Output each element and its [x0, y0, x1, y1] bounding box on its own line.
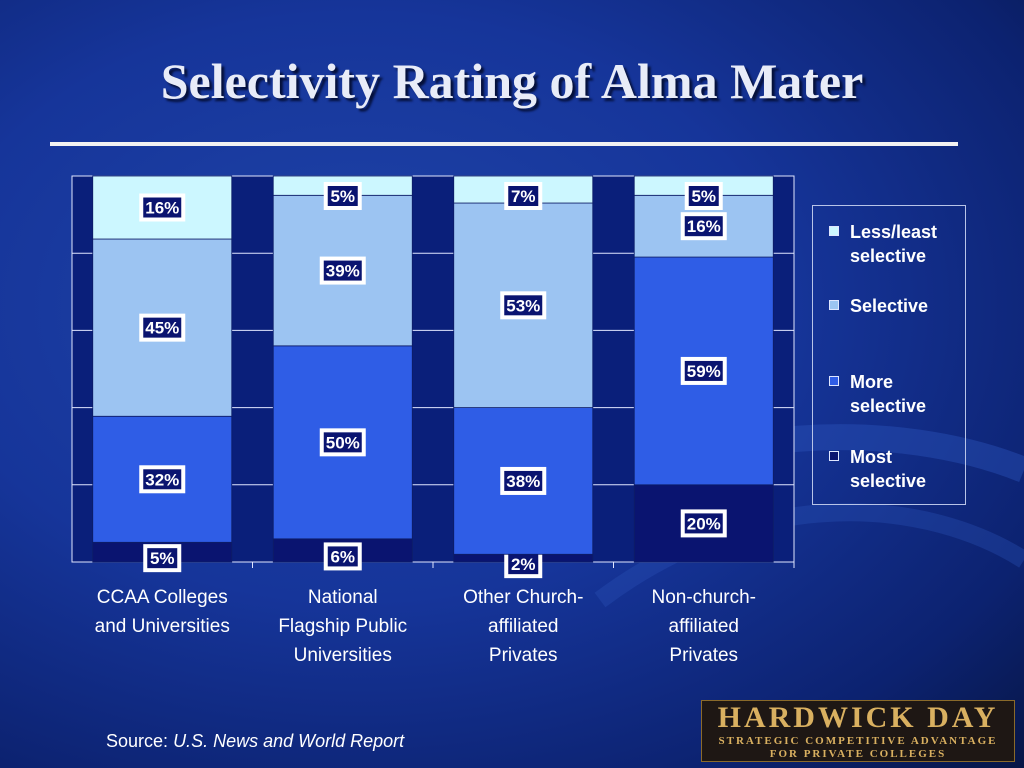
- logo-tagline: FOR PRIVATE COLLEGES: [769, 748, 947, 760]
- data-label-box: [147, 548, 178, 569]
- slide-title: Selectivity Rating of Alma Mater: [160, 53, 864, 109]
- legend-line: Most: [850, 447, 892, 467]
- legend-line: Less/least: [850, 222, 938, 242]
- x-tick-label: Universities: [294, 645, 392, 666]
- x-tick-label: affiliated: [488, 616, 558, 637]
- hardwick-day-logo: HARDWICK DAY STRATEGIC COMPETITIVE ADVAN…: [701, 700, 1015, 762]
- data-label-box: [508, 554, 539, 575]
- legend-label: Less/least selective: [850, 220, 965, 268]
- data-label: 16%: [687, 217, 721, 236]
- data-label-box: [684, 513, 723, 534]
- data-label: 2%: [511, 555, 536, 574]
- data-label: 7%: [511, 187, 536, 206]
- x-tick-label: Privates: [669, 645, 738, 666]
- x-tick-label: and Universities: [95, 616, 230, 637]
- data-label-box: [684, 216, 723, 237]
- data-label: 32%: [145, 470, 179, 489]
- source-prefix: Source:: [106, 731, 169, 751]
- data-label: 5%: [150, 549, 175, 568]
- data-label: 39%: [326, 262, 360, 281]
- data-label-box: [143, 469, 182, 490]
- legend-label: Selective: [850, 294, 965, 318]
- legend-label: Most selective: [850, 445, 965, 493]
- data-label-box: [504, 295, 543, 316]
- data-label-box: [688, 186, 719, 206]
- data-label: 6%: [330, 547, 355, 566]
- legend-line: Selective: [850, 296, 929, 316]
- data-label-box: [327, 546, 358, 567]
- legend-line: selective: [850, 396, 927, 416]
- data-label: 53%: [506, 296, 540, 315]
- legend-line: selective: [850, 246, 927, 266]
- data-label: 20%: [687, 514, 721, 533]
- chart-legend: Less/least selective Selective More sele…: [812, 205, 966, 505]
- data-label: 38%: [506, 472, 540, 491]
- x-tick-label: National: [308, 587, 378, 608]
- data-label-box: [323, 432, 362, 453]
- legend-swatch: [829, 300, 839, 310]
- x-tick-label: Non-church-: [651, 587, 756, 608]
- data-label: 16%: [145, 199, 179, 218]
- data-label-box: [327, 186, 358, 206]
- data-label-box: [508, 186, 539, 206]
- x-tick-label: Flagship Public: [278, 616, 407, 637]
- data-label: 5%: [330, 187, 355, 206]
- legend-line: selective: [850, 471, 927, 491]
- x-tick-label: CCAA Colleges: [97, 587, 228, 608]
- data-label-box: [684, 360, 723, 381]
- title-divider: [50, 142, 958, 146]
- legend-swatch: [829, 226, 839, 236]
- logo-wordmark: HARDWICK DAY: [717, 701, 999, 734]
- x-tick-label: Privates: [489, 645, 558, 666]
- logo-tagline: STRATEGIC COMPETITIVE ADVANTAGE: [718, 735, 998, 747]
- data-label-box: [143, 317, 182, 338]
- data-label-box: [323, 260, 362, 281]
- data-label: 50%: [326, 433, 360, 452]
- x-tick-label: Other Church-: [463, 587, 583, 608]
- legend-line: More: [850, 372, 894, 392]
- data-label: 45%: [145, 319, 179, 338]
- legend-swatch: [829, 376, 839, 386]
- data-label-box: [504, 470, 543, 491]
- source-note: Source: U.S. News and World Report: [106, 731, 404, 752]
- x-tick-label: affiliated: [669, 616, 739, 637]
- legend-label: More selective: [850, 370, 965, 418]
- data-label: 59%: [687, 362, 721, 381]
- legend-swatch: [829, 451, 839, 461]
- source-publication: U.S. News and World Report: [173, 731, 405, 751]
- data-label-box: [143, 197, 182, 218]
- data-label: 5%: [691, 187, 716, 206]
